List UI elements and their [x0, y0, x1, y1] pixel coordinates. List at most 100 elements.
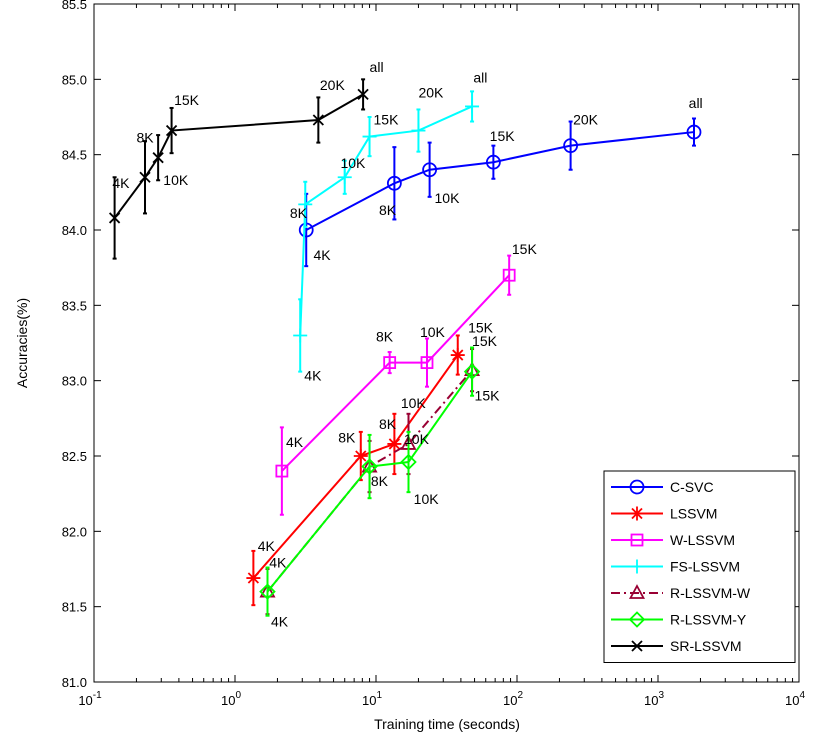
data-point-plus	[362, 129, 377, 144]
x-tick-label: 102	[503, 690, 523, 708]
data-point-cross	[631, 640, 643, 652]
point-label: 8K	[290, 205, 308, 221]
point-label: all	[370, 59, 384, 75]
data-point-asterisk	[630, 506, 644, 521]
legend-label: SR-LSSVM	[670, 638, 742, 654]
point-label: 15K	[174, 92, 200, 108]
series-line	[281, 274, 510, 472]
point-label: 4K	[313, 247, 331, 263]
error-bar	[387, 351, 392, 375]
legend-item-sr-lssvm: SR-LSSVM	[611, 638, 742, 654]
series-c-svc	[298, 117, 702, 268]
data-point-circle	[686, 124, 702, 140]
series-line	[113, 93, 364, 219]
y-tick-label: 85.0	[62, 72, 87, 87]
series-line	[266, 371, 473, 593]
data-point-plus	[465, 99, 480, 114]
data-point-diamond	[361, 458, 378, 475]
error-bar	[507, 254, 512, 296]
point-label: 4K	[258, 538, 276, 554]
plot-frame	[93, 3, 800, 683]
point-label: 4K	[286, 434, 304, 450]
y-axis-label: Accuracies(%)	[14, 298, 30, 388]
point-label: 20K	[573, 112, 599, 128]
point-label: 20K	[320, 77, 346, 93]
series-lssvm	[246, 334, 465, 607]
x-tick-label: 103	[644, 690, 664, 708]
y-tick-label: 81.0	[62, 675, 87, 690]
point-label: 15K	[472, 333, 498, 349]
axis-ticks: 10-1 100 101 102 103 104 81.0 81.5 82.0 82.5 83.0 8…	[62, 0, 806, 708]
series-sr-lssvm	[108, 78, 369, 260]
data-point-circle	[629, 479, 645, 495]
point-label: 8K	[371, 473, 389, 489]
data-point-circle	[563, 138, 579, 154]
point-label: 4K	[304, 368, 322, 384]
point-label: 10K	[401, 395, 427, 411]
point-label: 15K	[468, 319, 494, 335]
point-label: 8K	[338, 429, 356, 445]
data-point-square	[630, 533, 644, 547]
data-point-circle	[422, 162, 438, 178]
data-point-square	[275, 464, 289, 478]
point-label: 8K	[376, 328, 394, 344]
data-point-square	[420, 356, 434, 369]
point-label: 15K	[512, 241, 538, 257]
error-bar	[691, 117, 696, 147]
x-tick-label: 100	[221, 690, 241, 708]
data-point-plus	[293, 328, 308, 343]
point-label: 15K	[475, 387, 501, 403]
chart-marks	[108, 78, 702, 617]
legend-label: FS-LSSVM	[670, 559, 740, 575]
y-tick-label: 82.5	[62, 449, 87, 464]
data-point-cross	[312, 114, 324, 126]
data-point-diamond	[463, 363, 481, 380]
y-tick-label: 84.0	[62, 223, 87, 238]
legend-label: C-SVC	[670, 479, 714, 495]
point-label: 4K	[271, 613, 289, 629]
series-line	[299, 105, 473, 336]
data-point-plus	[337, 170, 352, 185]
series-line	[305, 131, 695, 231]
data-point-asterisk	[450, 348, 465, 363]
data-point-triangle	[628, 584, 646, 599]
x-axis-label: Training time (seconds)	[374, 716, 520, 732]
legend-label: R-LSSVM-W	[670, 585, 751, 601]
point-label: all	[689, 95, 703, 111]
error-bar	[265, 566, 270, 617]
data-point-circle	[386, 175, 402, 191]
error-bar	[491, 144, 496, 180]
data-point-cross	[165, 124, 178, 137]
legend-item-r-lssvm-w: R-LSSVM-W	[611, 584, 751, 601]
point-label: 8K	[379, 202, 397, 218]
legend-item-w-lssvm: W-LSSVM	[611, 532, 735, 548]
point-label: all	[473, 69, 487, 85]
data-point-cross	[357, 88, 369, 101]
point-label: 10K	[414, 491, 440, 507]
y-tick-label: 82.0	[62, 524, 87, 539]
point-labels: 4K 8K 10K 15K 20K all 8K 4K 8K 10K 15K 20K all 10K 15K…	[112, 59, 702, 629]
x-tick-label: 10-1	[78, 690, 102, 708]
legend-item-r-lssvm-y: R-LSSVM-Y	[611, 611, 747, 628]
data-point-plus	[298, 197, 313, 212]
data-point-asterisk	[387, 436, 402, 451]
point-label: 10K	[420, 324, 446, 340]
point-label: 15K	[374, 112, 400, 128]
data-point-cross	[152, 152, 164, 164]
y-tick-label: 85.5	[62, 0, 87, 12]
data-point-diamond	[259, 583, 276, 600]
data-point-cross	[108, 212, 121, 224]
series-r-lssvm-y	[259, 346, 481, 617]
error-bar	[470, 346, 475, 397]
y-tick-label: 84.5	[62, 148, 87, 163]
x-tick-label: 101	[362, 690, 382, 708]
legend-item-fs-lssvm: FS-LSSVM	[611, 559, 740, 575]
point-label: 10K	[340, 155, 366, 171]
legend-label: LSSVM	[670, 506, 717, 522]
error-bar	[279, 426, 284, 516]
data-point-diamond	[400, 453, 417, 471]
error-bar	[392, 146, 397, 221]
point-label: 8K	[136, 130, 154, 146]
y-tick-label: 81.5	[62, 600, 87, 615]
